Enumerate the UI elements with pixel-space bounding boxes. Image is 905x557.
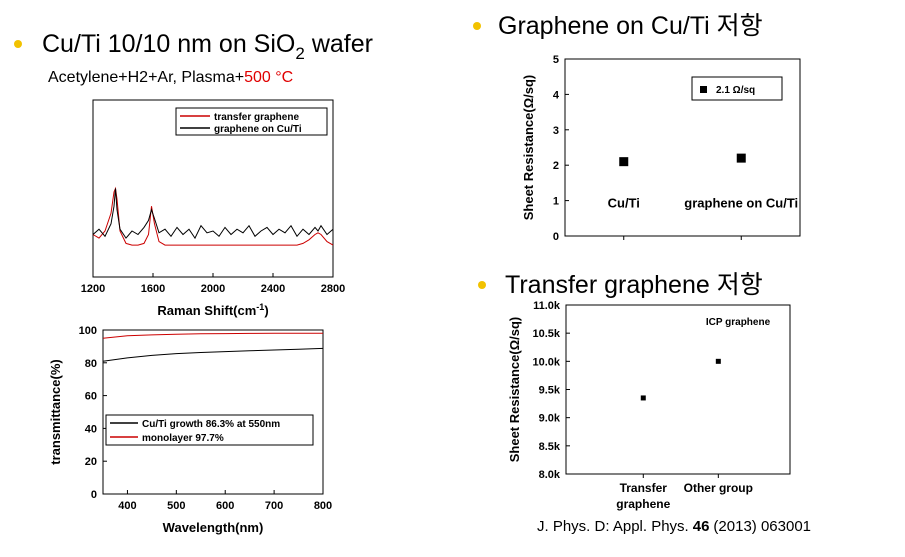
y-tick-label: 11.0k <box>533 300 561 312</box>
category-label: graphene on Cu/Ti <box>684 196 798 211</box>
plot-frame <box>564 58 801 237</box>
x-tick-label: 2000 <box>201 283 225 295</box>
annotation: ICP graphene <box>706 317 771 328</box>
x-tick-label: 800 <box>314 500 332 512</box>
heading-tail: wafer <box>311 30 373 58</box>
bullet <box>473 22 481 30</box>
bullet <box>14 40 22 48</box>
y-tick-label: 3 <box>553 125 559 137</box>
x-tick-label: 1200 <box>81 283 105 295</box>
y-tick-label: 0 <box>553 231 559 243</box>
citation-tail: (2013) 063001 <box>713 518 811 535</box>
series-line <box>102 332 323 339</box>
y-tick-label: 100 <box>79 325 97 337</box>
y-axis-label: Sheet Resistance(Ω/sq) <box>521 75 536 221</box>
x-tick-label: 2400 <box>261 283 285 295</box>
legend-label: graphene on Cu/Ti <box>214 124 302 135</box>
heading: Cu/Ti 10/10 nm on SiO2 wafer <box>42 30 373 63</box>
legend-label: transfer graphene <box>214 112 299 123</box>
y-tick-label: 1 <box>553 196 559 208</box>
y-tick-label: 9.5k <box>539 385 561 397</box>
x-axis-label-sup: -1 <box>256 302 264 312</box>
y-tick-label: 40 <box>85 423 97 435</box>
point <box>736 153 746 163</box>
x-tick-label: 1600 <box>141 283 165 295</box>
citation-text: J. Phys. D: Appl. Phys. <box>537 518 689 535</box>
point <box>640 395 646 401</box>
x-axis-label: Raman Shift(cm-1) <box>157 302 268 318</box>
point <box>715 358 721 364</box>
category-label: Cu/Ti <box>608 196 640 211</box>
x-tick-label: 700 <box>265 500 283 512</box>
category-label: Transfer graphene <box>616 481 671 511</box>
y-tick-label: 80 <box>85 358 97 370</box>
citation-volume: 46 <box>693 518 710 535</box>
subtitle-text: Acetylene+H2+Ar, Plasma+ <box>48 69 244 86</box>
heading-sub: 2 <box>295 44 304 63</box>
x-axis-label-text: Raman Shift(cm <box>157 303 256 318</box>
legend-box <box>175 107 328 136</box>
y-tick-label: 10.0k <box>532 356 560 368</box>
y-axis-label: Sheet Resistance(Ω/sq) <box>507 317 522 463</box>
subtitle: Acetylene+H2+Ar, Plasma+500 °C <box>48 69 293 86</box>
legend-box <box>691 76 783 101</box>
y-tick-label: 20 <box>85 456 97 468</box>
y-tick-label: 10.5k <box>532 328 560 340</box>
series-line <box>92 188 334 240</box>
x-tick-label: 500 <box>167 500 185 512</box>
legend-box <box>105 414 314 446</box>
legend-swatch <box>700 86 707 93</box>
x-axis-label-tail: ) <box>264 303 268 318</box>
subtitle-highlight: 500 °C <box>244 69 293 86</box>
series-line <box>102 347 324 362</box>
plot-frame <box>565 304 791 475</box>
x-axis-label: Wavelength(nm) <box>163 520 264 535</box>
category-label-box: Transfer graphene <box>616 481 671 511</box>
heading: Transfer graphene 저항 <box>505 271 763 299</box>
heading-text: Cu/Ti 10/10 nm on SiO <box>42 30 295 58</box>
y-tick-label: 60 <box>85 391 97 403</box>
bullet <box>478 281 486 289</box>
citation: J. Phys. D: Appl. Phys. 46 (2013) 063001 <box>537 518 811 535</box>
x-tick-label: 600 <box>216 500 234 512</box>
point <box>619 157 629 167</box>
y-tick-label: 8.5k <box>539 441 561 453</box>
legend-label: 2.1 Ω/sq <box>716 85 755 96</box>
y-tick-label: 0 <box>91 489 97 501</box>
y-tick-label: 8.0k <box>539 469 561 481</box>
x-axis-label-text: Wavelength(nm) <box>163 520 264 535</box>
y-axis-label: transmittance(%) <box>48 359 63 464</box>
category-label: Other group <box>683 481 753 495</box>
series-line <box>92 186 334 246</box>
category-label-box: Other group <box>683 481 753 495</box>
legend-label: monolayer 97.7% <box>142 433 224 444</box>
y-tick-label: 2 <box>553 160 559 172</box>
plot-frame <box>102 329 324 495</box>
legend-label: Cu/Ti growth 86.3% at 550nm <box>142 419 280 430</box>
y-tick-label: 5 <box>553 54 559 66</box>
y-tick-label: 4 <box>553 89 560 101</box>
heading: Graphene on Cu/Ti 저항 <box>498 12 763 40</box>
x-tick-label: 2800 <box>321 283 345 295</box>
y-tick-label: 9.0k <box>539 413 561 425</box>
x-tick-label: 400 <box>118 500 136 512</box>
